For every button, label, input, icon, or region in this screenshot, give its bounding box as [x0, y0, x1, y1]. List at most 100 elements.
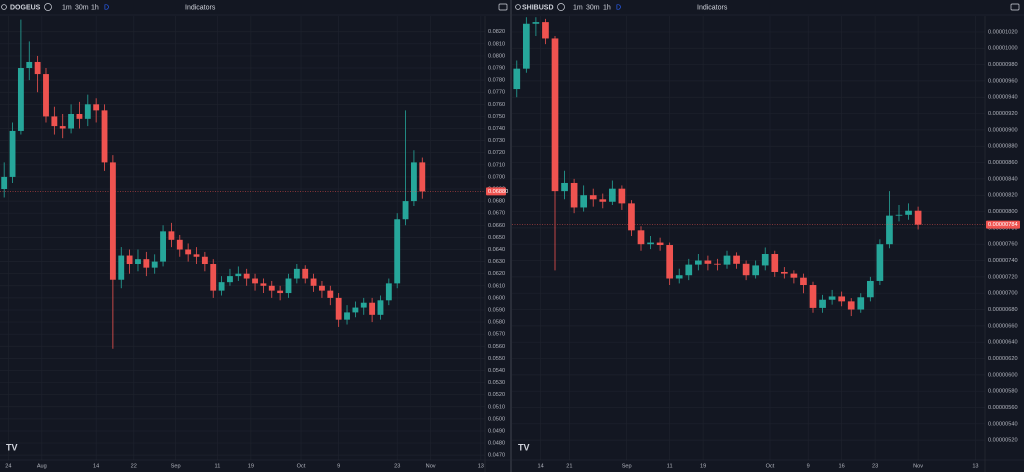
candle-body	[93, 104, 100, 111]
candle-body	[790, 273, 798, 278]
y-tick-label: 0.0790	[488, 66, 505, 72]
indicators-button[interactable]: Indicators	[185, 4, 216, 11]
y-tick-label: 0.0510	[488, 404, 505, 410]
interval-button[interactable]: 1m	[573, 4, 583, 11]
y-tick-label: 0.0620	[488, 271, 505, 277]
candle-body	[628, 203, 635, 231]
candle-body	[285, 278, 292, 294]
candle-body	[809, 285, 817, 308]
candle-body	[68, 113, 75, 129]
y-tick-label: 0.00000920	[988, 111, 1018, 117]
y-tick-label: 0.0740	[488, 126, 505, 132]
candle-body	[876, 244, 884, 281]
candle-body	[742, 263, 750, 276]
candle-body	[51, 116, 58, 127]
last-price-label: 0.00000784	[988, 222, 1018, 228]
y-tick-label: 0.0580	[488, 320, 505, 326]
candle-body	[185, 249, 192, 255]
y-tick-label: 0.0610	[488, 283, 505, 289]
y-tick-label: 0.0720	[488, 150, 505, 156]
candle-body	[838, 296, 846, 302]
x-tick-label: 9	[337, 463, 340, 469]
x-tick-label: Nov	[913, 463, 923, 469]
y-tick-label: 0.0730	[488, 138, 505, 144]
y-tick-label: 0.00000540	[988, 421, 1018, 427]
candle-body	[43, 74, 49, 117]
interval-button[interactable]: 1h	[603, 4, 611, 11]
candle-body	[59, 126, 66, 129]
screenshot-button[interactable]	[1010, 3, 1020, 11]
x-tick-label: 13	[478, 463, 484, 469]
candle-body	[847, 301, 855, 310]
y-tick-label: 0.0590	[488, 307, 505, 313]
candle-body	[327, 290, 334, 298]
x-tick-label: Nov	[426, 463, 436, 469]
candle-body	[589, 195, 597, 200]
y-tick-label: 0.00000800	[988, 209, 1018, 215]
y-tick-label: 0.0770	[488, 90, 505, 96]
y-tick-label: 0.0630	[488, 259, 505, 265]
search-icon[interactable]	[515, 4, 521, 10]
candle-body	[394, 219, 401, 284]
compare-button[interactable]	[44, 3, 52, 11]
interval-button[interactable]: 30m	[586, 4, 600, 11]
candle-body	[243, 273, 250, 279]
y-tick-label: 0.0750	[488, 114, 505, 120]
x-tick-label: Oct	[766, 463, 775, 469]
interval-selected[interactable]: D	[616, 4, 621, 11]
y-tick-label: 0.0780	[488, 78, 505, 84]
y-tick-label: 0.00000880	[988, 144, 1018, 150]
candle-body	[252, 278, 258, 284]
candle-body	[168, 231, 175, 240]
interval-button[interactable]: 1m	[62, 4, 72, 11]
candle-body	[352, 307, 359, 313]
candle-body	[637, 230, 645, 245]
candle-body	[666, 245, 674, 279]
y-tick-label: 0.00000760	[988, 242, 1018, 248]
y-tick-label: 0.00000820	[988, 193, 1018, 199]
candle-body	[914, 210, 922, 225]
y-tick-label: 0.00000600	[988, 372, 1018, 378]
interval-button[interactable]: 30m	[75, 4, 89, 11]
candle-body	[685, 264, 693, 276]
screenshot-button[interactable]	[498, 3, 508, 11]
candle-body	[26, 61, 33, 69]
interval-selected[interactable]: D	[104, 4, 109, 11]
y-tick-label: 0.0810	[488, 41, 505, 47]
candle-body	[714, 263, 721, 265]
candle-body	[360, 302, 367, 308]
y-tick-label: 0.00001000	[988, 46, 1018, 52]
candle-body	[260, 283, 267, 286]
x-tick-label: 16	[839, 463, 845, 469]
candle-body	[402, 201, 409, 220]
candle-body	[310, 278, 317, 286]
last-price-badge	[486, 187, 506, 196]
y-tick-label: 0.0500	[488, 416, 505, 422]
y-tick-label: 0.00000560	[988, 405, 1018, 411]
x-tick-label: 24	[5, 463, 11, 469]
candle-body	[109, 162, 116, 280]
plot	[0, 16, 485, 460]
candle-body	[302, 268, 309, 279]
y-tick-label: 0.0820	[488, 29, 505, 35]
x-tick-label: 13	[972, 463, 978, 469]
y-tick-label: 0.00000960	[988, 78, 1018, 84]
candle-body	[201, 256, 208, 265]
y-tick-label: 0.0710	[488, 162, 505, 168]
x-tick-label: Sep	[171, 463, 181, 469]
candle-body	[886, 215, 893, 245]
interval-button[interactable]: 1h	[91, 4, 99, 11]
compare-button[interactable]	[557, 3, 565, 11]
indicators-button[interactable]: Indicators	[697, 4, 728, 11]
search-icon[interactable]	[1, 4, 7, 10]
y-tick-label: 0.00000700	[988, 291, 1018, 297]
x-tick-label: 9	[807, 463, 810, 469]
y-tick-label: 0.00000980	[988, 62, 1018, 68]
candle-body	[84, 104, 91, 119]
candle-body	[513, 68, 521, 90]
candle-body	[551, 38, 559, 192]
logo: TV	[6, 442, 18, 452]
y-tick-label: 0.0470	[488, 453, 505, 459]
x-tick-label: 14	[538, 463, 544, 469]
y-tick-label: 0.00000940	[988, 95, 1018, 101]
